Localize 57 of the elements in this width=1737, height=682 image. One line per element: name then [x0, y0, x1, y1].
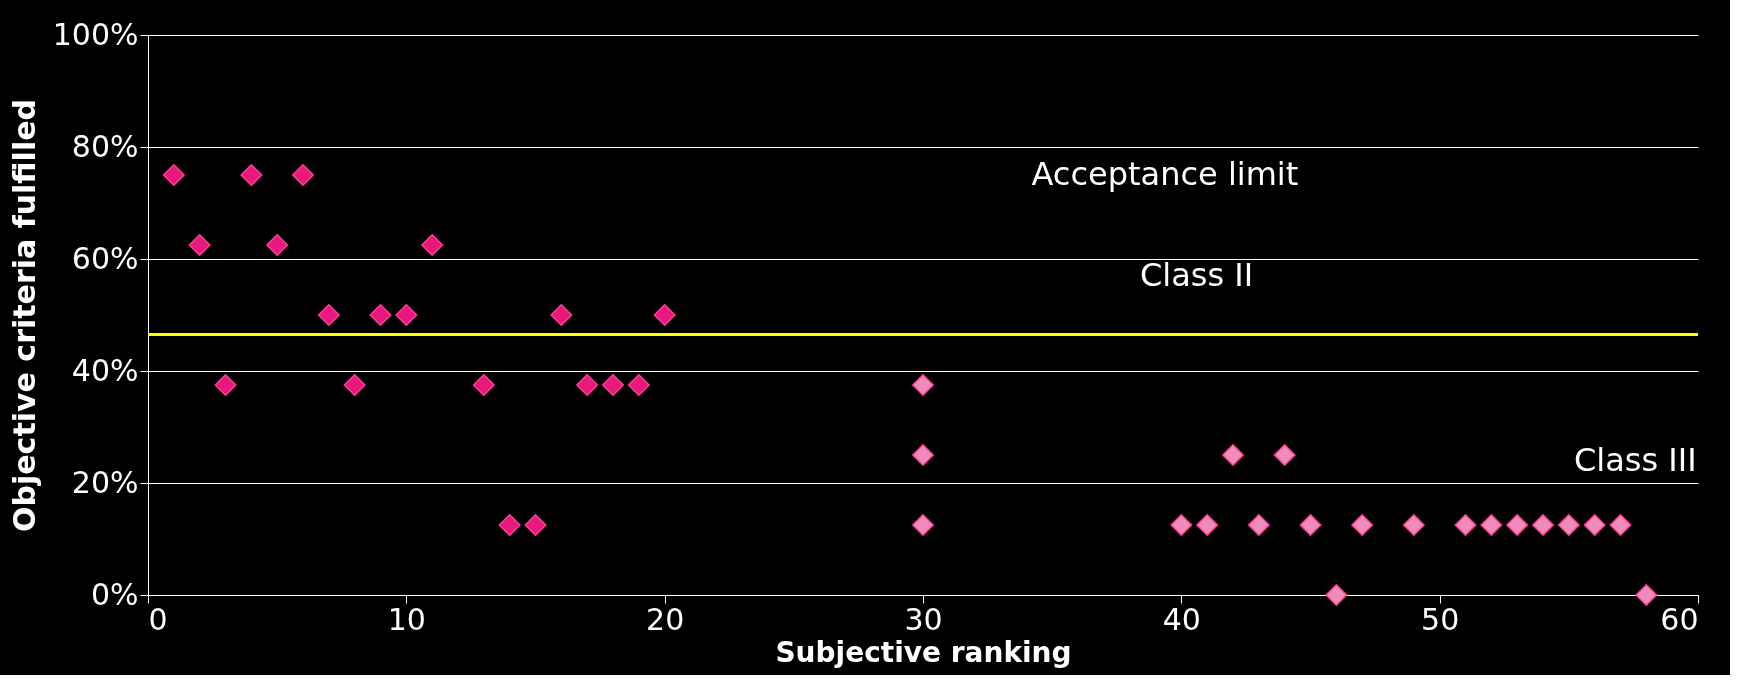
point — [602, 374, 624, 396]
point — [576, 374, 599, 396]
point — [1506, 514, 1529, 536]
x-axis-title: Subjective ranking — [775, 635, 1072, 669]
point — [1222, 444, 1244, 466]
y-tick-label: 100% — [52, 16, 139, 52]
point — [1480, 514, 1503, 536]
point — [1454, 514, 1477, 536]
point — [1402, 514, 1425, 536]
point — [653, 304, 676, 326]
x-tick-label: 0 — [148, 601, 168, 637]
annotation: Class III — [1574, 440, 1697, 479]
y-axis-title: Objective criteria fulfilled — [6, 99, 42, 532]
x-tick-label: 40 — [1162, 601, 1201, 637]
y-tick-label: 20% — [71, 464, 139, 500]
point — [395, 304, 418, 326]
point — [292, 164, 314, 186]
point — [317, 304, 340, 326]
point — [369, 304, 392, 326]
point — [1532, 514, 1554, 536]
point — [472, 374, 495, 396]
point — [214, 374, 237, 396]
x-tick-label: 10 — [387, 601, 426, 637]
x-tick-label: 50 — [1421, 601, 1460, 637]
point — [266, 234, 289, 256]
point — [912, 374, 934, 396]
point — [1351, 514, 1374, 536]
point — [162, 164, 185, 186]
point — [524, 514, 547, 536]
point — [1299, 514, 1322, 536]
point — [1609, 514, 1632, 536]
annotation: Class II — [1140, 255, 1254, 294]
y-tick-label: 0% — [90, 576, 139, 612]
point — [1635, 584, 1658, 606]
x-tick-label: 20 — [646, 601, 685, 637]
point — [1557, 514, 1580, 536]
point — [627, 374, 650, 396]
point — [1170, 514, 1193, 536]
point — [912, 514, 934, 536]
point — [343, 374, 366, 396]
point — [912, 444, 934, 466]
point — [550, 304, 573, 326]
annotation: Acceptance limit — [1031, 155, 1299, 193]
point — [421, 234, 444, 256]
x-tick-label: 60 — [1660, 601, 1699, 637]
y-tick-label: 60% — [71, 240, 139, 276]
y-tick-label: 40% — [71, 352, 139, 388]
point — [1273, 444, 1296, 466]
point — [240, 164, 263, 186]
point — [498, 514, 521, 536]
y-tick-label: 80% — [71, 128, 139, 164]
point — [188, 234, 211, 256]
point — [1583, 514, 1606, 536]
point — [1247, 514, 1270, 536]
x-tick-label: 30 — [904, 601, 943, 637]
point — [1325, 584, 1348, 606]
point — [1196, 514, 1219, 536]
